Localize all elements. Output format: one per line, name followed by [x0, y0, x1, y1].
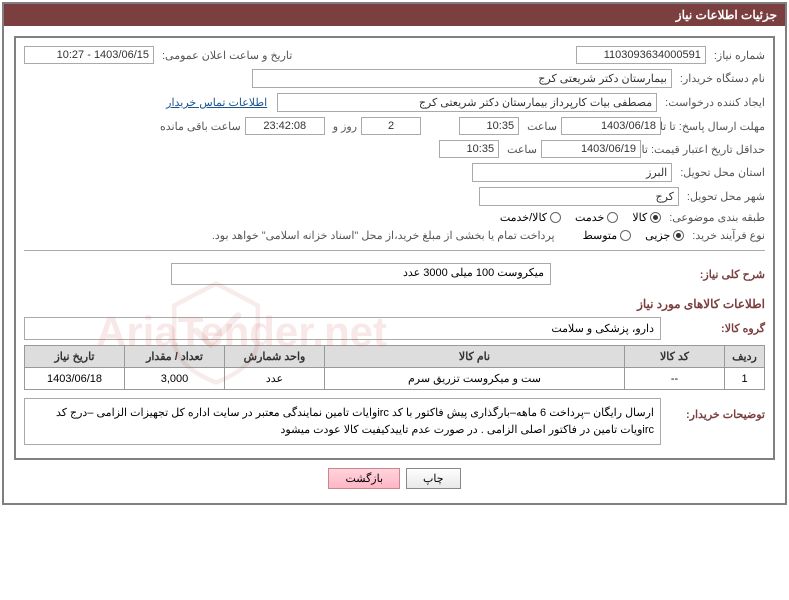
- payment-note: پرداخت تمام یا بخشی از مبلغ خرید،از محل …: [208, 229, 555, 242]
- creator-label: ایجاد کننده درخواست:: [661, 96, 765, 109]
- goods-group-field: دارو، پزشکی و سلامت: [24, 317, 661, 340]
- main-panel: AriaTender.net شماره نیاز: 1103093634000…: [14, 36, 775, 460]
- contact-buyer-link[interactable]: اطلاعات تماس خریدار: [166, 96, 267, 109]
- cell-date: 1403/06/18: [25, 368, 125, 390]
- cell-row: 1: [725, 368, 765, 390]
- radio-medium-label: متوسط: [583, 229, 618, 242]
- radio-partial[interactable]: جزیی: [645, 229, 684, 242]
- need-number-field: 1103093634000591: [576, 46, 706, 64]
- province-field: البرز: [472, 163, 672, 182]
- validity-time-field: 10:35: [439, 140, 499, 158]
- goods-group-label: گروه کالا:: [665, 322, 765, 335]
- radio-partial-label: جزیی: [645, 229, 670, 242]
- radio-khadamat[interactable]: خدمت: [575, 211, 618, 224]
- province-label: استان محل تحویل:: [676, 166, 765, 179]
- validity-label: حداقل تاریخ اعتبار قیمت: تا تاریخ:: [645, 143, 765, 156]
- radio-kalakhadmat[interactable]: کالا/خدمت: [500, 211, 561, 224]
- radio-icon: [607, 212, 618, 223]
- days-and-label: روز و: [329, 120, 357, 133]
- print-button[interactable]: چاپ: [406, 468, 461, 489]
- creator-field: مصطفی بیات کارپرداز بیمارستان دکتر شریعت…: [277, 93, 657, 112]
- remaining-time-field: 23:42:08: [245, 117, 325, 135]
- table-row: 1 -- ست و میکروست تزریق سرم عدد 3,000 14…: [25, 368, 765, 390]
- cell-qty: 3,000: [125, 368, 225, 390]
- back-button[interactable]: بازگشت: [328, 468, 400, 489]
- process-label: نوع فرآیند خرید:: [688, 229, 765, 242]
- need-number-label: شماره نیاز:: [710, 49, 765, 62]
- remaining-days-field: 2: [361, 117, 421, 135]
- buyer-notes-label: توضیحات خریدار:: [665, 398, 765, 421]
- th-qty: تعداد / مقدار: [125, 346, 225, 368]
- deadline-label: مهلت ارسال پاسخ: تا تاریخ:: [665, 120, 765, 133]
- deadline-time-field: 10:35: [459, 117, 519, 135]
- city-label: شهر محل تحویل:: [683, 190, 765, 203]
- goods-table: ردیف کد کالا نام کالا واحد شمارش تعداد /…: [24, 345, 765, 390]
- radio-icon: [673, 230, 684, 241]
- radio-icon: [650, 212, 661, 223]
- announce-datetime-label: تاریخ و ساعت اعلان عمومی:: [158, 49, 292, 62]
- buyer-org-field: بیمارستان دکتر شریعتی کرج: [252, 69, 672, 88]
- radio-kala[interactable]: کالا: [632, 211, 661, 224]
- page-header: جزئیات اطلاعات نیاز: [4, 4, 785, 26]
- deadline-date-field: 1403/06/18: [561, 117, 661, 135]
- radio-kalakhadmat-label: کالا/خدمت: [500, 211, 547, 224]
- th-name: نام کالا: [325, 346, 625, 368]
- goods-info-title: اطلاعات کالاهای مورد نیاز: [24, 297, 765, 311]
- th-row: ردیف: [725, 346, 765, 368]
- validity-time-label: ساعت: [503, 143, 537, 156]
- th-unit: واحد شمارش: [225, 346, 325, 368]
- deadline-time-label: ساعت: [523, 120, 557, 133]
- overall-label: شرح کلی نیاز:: [665, 268, 765, 281]
- remaining-suffix-label: ساعت باقی مانده: [156, 120, 241, 133]
- cell-unit: عدد: [225, 368, 325, 390]
- category-radio-group: کالا خدمت کالا/خدمت: [500, 211, 661, 224]
- category-label: طبقه بندی موضوعی:: [665, 211, 765, 224]
- radio-kala-label: کالا: [632, 211, 647, 224]
- th-date: تاریخ نیاز: [25, 346, 125, 368]
- buyer-notes-field: ارسال رایگان –پرداخت 6 ماهه–بارگذاری پیش…: [24, 398, 661, 445]
- announce-datetime-field: 1403/06/15 - 10:27: [24, 46, 154, 64]
- radio-icon: [550, 212, 561, 223]
- radio-medium[interactable]: متوسط: [583, 229, 632, 242]
- overall-desc-field: میکروست 100 میلی 3000 عدد: [171, 263, 551, 285]
- th-code: کد کالا: [625, 346, 725, 368]
- cell-code: --: [625, 368, 725, 390]
- process-radio-group: جزیی متوسط: [583, 229, 685, 242]
- radio-icon: [620, 230, 631, 241]
- radio-khadamat-label: خدمت: [575, 211, 604, 224]
- city-field: کرج: [479, 187, 679, 206]
- buyer-org-label: نام دستگاه خریدار:: [676, 72, 765, 85]
- validity-date-field: 1403/06/19: [541, 140, 641, 158]
- cell-name: ست و میکروست تزریق سرم: [325, 368, 625, 390]
